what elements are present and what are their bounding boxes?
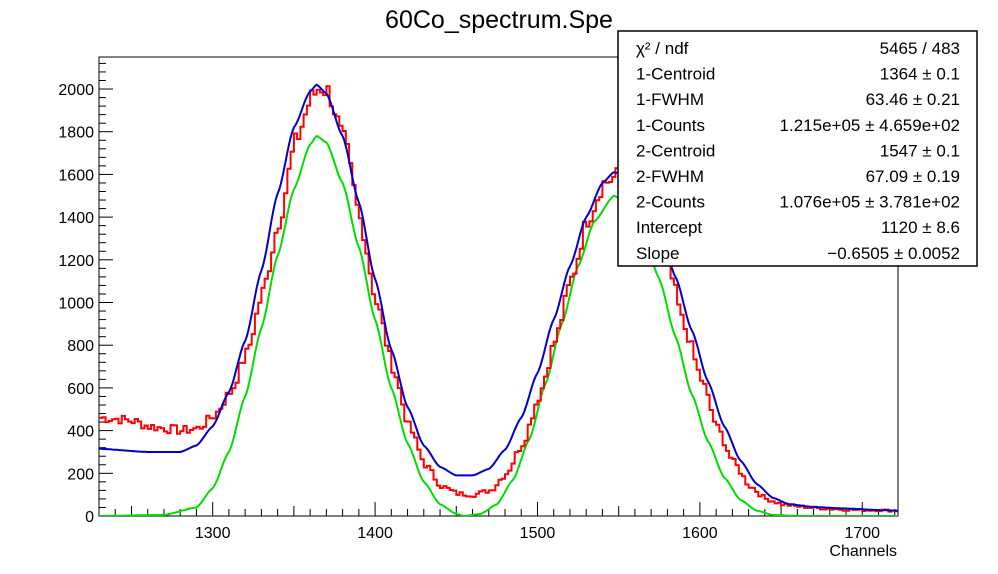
stats-row-value: 67.09 ± 0.19 [866, 167, 960, 186]
stats-box: χ² / ndf 5465 / 483 1-Centroid 1364 ± 0.1 1-… [617, 30, 978, 267]
stats-row-label: 1-Counts [636, 116, 705, 135]
stats-row-value: 1.215e+05 ± 4.659e+02 [780, 116, 960, 135]
total-fit-line [99, 83, 898, 512]
stats-row-value: 1120 ± 8.6 [881, 218, 960, 237]
stats-row-label: 1-Centroid [636, 65, 715, 84]
x-tick-label: 1500 [520, 525, 556, 542]
stats-box-frame [617, 30, 978, 267]
stats-row-label: Intercept [636, 218, 702, 237]
x-tick-label: 1300 [195, 525, 231, 542]
x-tick-labels: 1300 1400 1500 1600 1700 [195, 525, 880, 542]
stats-row-value: 1.076e+05 ± 3.781e+02 [780, 193, 960, 212]
stats-row-value: −0.6505 ± 0.0052 [827, 244, 960, 263]
y-tick-label: 1200 [58, 253, 94, 270]
stats-row-label: 1-FWHM [636, 90, 704, 109]
stats-row-value: 63.46 ± 0.21 [866, 90, 960, 109]
y-tick-label: 400 [67, 424, 94, 441]
x-tick-label: 1400 [357, 525, 393, 542]
stats-rows: χ² / ndf 5465 / 483 1-Centroid 1364 ± 0.1 1-… [636, 39, 960, 263]
y-tick-label: 2000 [58, 82, 94, 99]
y-tick-label: 200 [67, 466, 94, 483]
stats-row-label: Slope [636, 244, 679, 263]
y-tick-label: 1400 [58, 210, 94, 227]
x-tick-label: 1700 [844, 525, 880, 542]
y-tick-label: 1000 [58, 296, 94, 313]
stats-row-label: χ² / ndf [636, 39, 689, 58]
stats-row-label: 2-Centroid [636, 141, 715, 160]
stats-row-label: 2-Counts [636, 193, 705, 212]
series-layer [99, 83, 898, 516]
chart-title: 60Co_spectrum.Spe [385, 6, 613, 34]
y-tick-label: 600 [67, 381, 94, 398]
stats-row-value: 1547 ± 0.1 [880, 141, 960, 160]
y-tick-label: 800 [67, 338, 94, 355]
stats-row-value: 1364 ± 0.1 [880, 65, 960, 84]
y-tick-label: 1800 [58, 125, 94, 142]
gaussian-component-line [99, 134, 898, 516]
axis-ticks [98, 62, 896, 517]
stats-row-value: 5465 / 483 [880, 39, 960, 58]
measured-spectrum-line [99, 85, 898, 513]
x-tick-label: 1600 [682, 525, 718, 542]
x-axis-label: Channels [829, 543, 897, 560]
stats-row-label: 2-FWHM [636, 167, 704, 186]
y-tick-label: 1600 [58, 167, 94, 184]
y-tick-labels: 0 200 400 600 800 1000 1200 1400 1600 1800 2000 [58, 82, 94, 526]
y-tick-label: 0 [85, 509, 94, 526]
